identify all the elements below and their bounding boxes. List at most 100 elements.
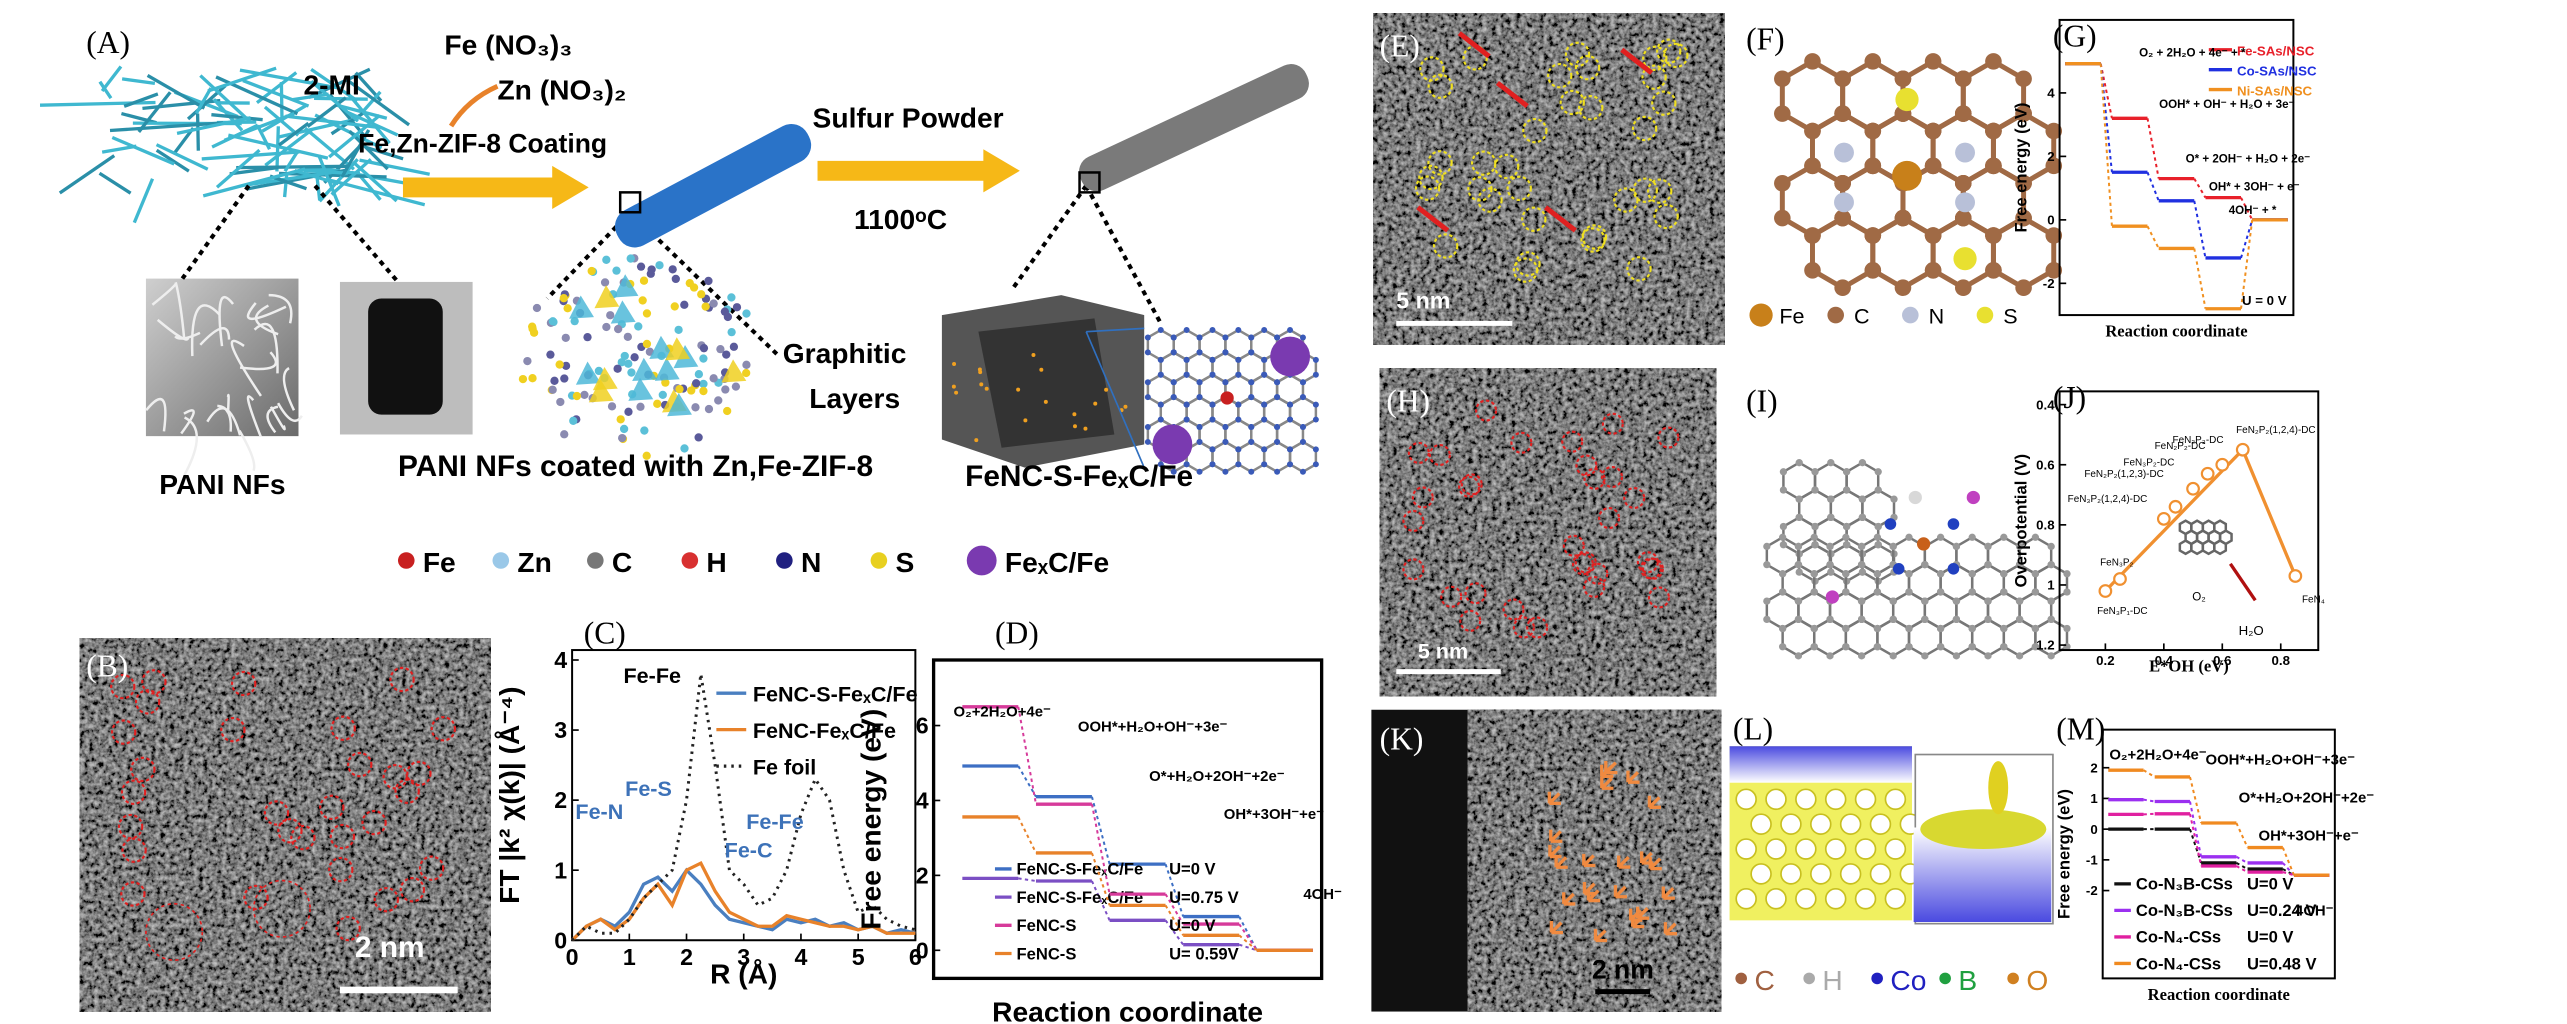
legend-swatch [1871,972,1883,985]
atom [1952,615,1961,624]
sem-fiber [246,302,287,321]
panel-label: (G) [2053,18,2097,53]
atom [694,370,704,379]
atom [1183,416,1190,423]
marker-circle [1428,443,1451,467]
plot-frame [931,658,1324,981]
dot [954,390,959,395]
atom [1874,522,1882,531]
hole [1780,813,1802,835]
atom [602,322,611,332]
sem-fiber [277,402,303,422]
connector [2146,118,2160,179]
atom [729,342,739,351]
atom [1936,624,1945,633]
marker-circle [319,794,345,820]
fiber [98,80,113,100]
atom [1889,597,1897,605]
point-label: FeN₃P₂ [2100,558,2133,569]
sem-fiber [145,397,167,432]
label: Graphitic [783,337,907,369]
atom [563,304,572,313]
legend-swatch [1735,972,1747,985]
ring [2178,539,2193,556]
connector [1017,816,1037,854]
atom [607,402,617,411]
hole [1869,813,1892,835]
atom [653,399,662,408]
sem-fiber [268,293,293,324]
atom [600,278,610,287]
atom [701,302,710,311]
plot-frame [2058,18,2295,317]
atom [636,402,645,411]
marker-circle [1522,117,1548,144]
fiber [58,154,116,195]
atom [1209,446,1216,453]
atom [624,407,633,416]
connector [2189,813,2203,867]
fiber [360,90,382,114]
x-axis-label: R (Å) [710,957,777,989]
legend-swatch [1827,306,1844,324]
atom [1842,643,1850,651]
atom [1209,401,1216,408]
panel-label: (J) [2053,380,2086,415]
step-label: 1100ᵒC [854,203,947,235]
atom [2015,209,2032,227]
atom [1248,379,1255,386]
hole [1884,888,1907,910]
connector [2235,862,2249,870]
atom [1299,424,1306,430]
atom [1794,561,1803,569]
atom [1778,570,1787,578]
plot-frame [2058,390,2320,652]
y-tick-label: 2 [554,787,567,813]
legend-condition: U=0.24 V [2247,901,2317,920]
sem-fiber [183,416,198,476]
step-label: 4OH⁻ + * [2229,204,2277,217]
atom [1936,570,1945,578]
atom [630,353,639,362]
atom [1763,615,1771,624]
fiber [292,92,329,102]
x-tick-label: 0.8 [2272,653,2290,668]
atom [1183,461,1190,468]
sem-fiber [174,281,186,340]
marker-circle [1510,431,1533,454]
hole [1735,788,1757,811]
scale-label: 5 nm [1418,638,1468,663]
atom [1825,590,1840,604]
marker-circle [1458,475,1481,498]
atom [699,379,708,389]
fiber [155,148,190,173]
legend-swatch [776,552,793,569]
atom [1952,652,1961,660]
point-label: FeN₃P₂(1,2,4)-DC [2068,494,2148,505]
atom [1299,334,1306,341]
atom [1834,70,1851,88]
atom [675,384,684,394]
atom [1858,495,1867,503]
atom [1248,394,1255,401]
tetrahedron [665,337,691,361]
sem-fiber [180,409,195,435]
ring [2002,617,2037,658]
marker-circle [418,855,445,881]
atom [1811,468,1819,476]
atom [2031,588,2040,596]
atom [602,255,611,264]
atom [2000,588,2008,596]
atom [1889,615,1897,624]
fiber [348,130,389,171]
connector [2240,219,2254,259]
atom [634,322,643,331]
marker-circle [1440,585,1463,608]
atom [1858,459,1867,467]
zoom-line [313,184,400,284]
legend-swatch [870,552,888,569]
marker-circle [1419,56,1445,82]
legend-label: Fe-SAs/NSC [2237,44,2315,59]
tetrahedron [721,359,747,383]
atom [587,266,596,276]
